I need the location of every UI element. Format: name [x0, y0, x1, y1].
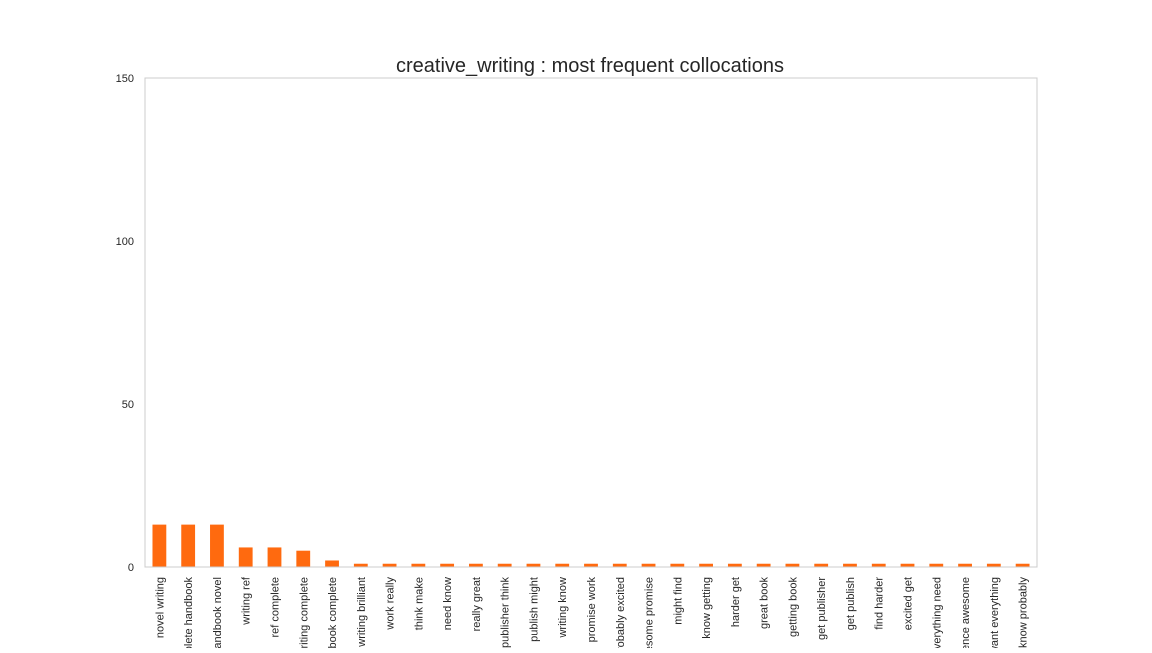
bar [411, 563, 426, 567]
x-tick-label: writing ref [241, 576, 253, 626]
bar [929, 563, 944, 567]
x-tick-label: know getting [701, 577, 713, 639]
y-tick-label: 50 [122, 399, 134, 411]
bar [469, 563, 483, 567]
bar [727, 563, 742, 567]
x-tick-label: get publisher [816, 577, 828, 640]
bar [843, 563, 857, 567]
bar [584, 563, 598, 567]
x-tick-label: promise work [586, 577, 598, 643]
x-tick-label: experience awesome [960, 577, 972, 648]
x-tick-label: handbook novel [212, 577, 224, 648]
x-tick-label: think make [413, 577, 425, 630]
bar [296, 550, 311, 567]
x-tick-label: really great [471, 577, 483, 631]
bar [555, 563, 570, 567]
x-tick-label: publisher think [500, 577, 512, 648]
bar [612, 563, 627, 567]
bar [325, 560, 339, 567]
bar [814, 563, 829, 567]
x-tick-label: find harder [874, 577, 886, 630]
bar [699, 563, 713, 567]
x-tick-label: awesome promise [644, 577, 656, 648]
bar [785, 563, 800, 567]
bar [267, 547, 282, 567]
bar [497, 563, 512, 567]
x-tick-label: get publish [845, 577, 857, 630]
bar [1015, 563, 1030, 567]
x-tick-label: publish might [529, 577, 541, 642]
x-tick-label: complete handbook [183, 577, 195, 648]
bar [871, 563, 886, 567]
x-tick-label: getting book [787, 577, 799, 637]
x-tick-label: work really [385, 577, 397, 631]
x-tick-label: novel writing [154, 577, 166, 638]
bar [181, 524, 196, 567]
x-tick-label: everything need [931, 577, 943, 648]
bar [670, 563, 685, 567]
bar [756, 563, 771, 567]
y-tick-label: 100 [116, 236, 134, 248]
x-tick-label: excited get [903, 577, 915, 630]
bar [238, 547, 253, 567]
bar [986, 563, 1001, 567]
bar [526, 563, 541, 567]
bar [210, 524, 224, 567]
x-tick-label: great book [759, 577, 771, 629]
y-tick-label: 150 [116, 73, 134, 85]
plot-area-frame [144, 77, 1038, 568]
y-tick-label: 0 [128, 562, 134, 574]
bar [152, 524, 167, 567]
x-tick-label: harder get [730, 577, 742, 627]
x-tick-label: might find [672, 577, 684, 625]
bar [958, 563, 972, 567]
bar [900, 563, 915, 567]
x-tick-label: book complete [327, 577, 339, 648]
x-tick-label: ref complete [270, 577, 282, 638]
x-tick-label: probably excited [615, 577, 627, 648]
x-tick-label: know probably [1018, 577, 1030, 648]
chart-title: creative_writing : most frequent colloca… [396, 55, 784, 77]
x-tick-label: want everything [989, 577, 1001, 648]
bar [353, 563, 368, 567]
x-tick-label: writing complete [298, 577, 310, 648]
bar [641, 563, 656, 567]
x-tick-label: writing brilliant [356, 577, 368, 648]
bar [382, 563, 397, 567]
x-tick-label: writing know [557, 577, 569, 639]
x-tick-label: need know [442, 577, 454, 630]
bar [440, 563, 455, 567]
